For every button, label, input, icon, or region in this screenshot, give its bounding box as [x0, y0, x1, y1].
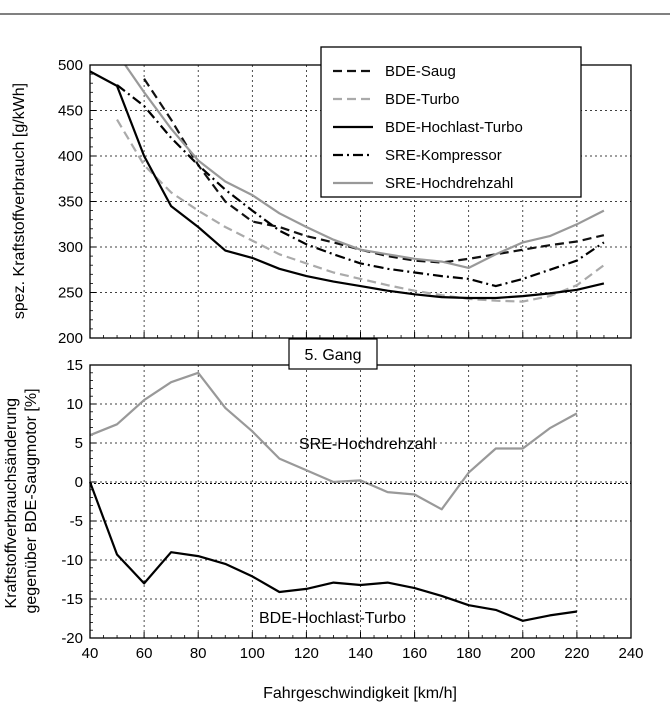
x-tick-label: 200	[510, 645, 535, 662]
bottom-grid	[90, 365, 631, 638]
x-tick-label: 220	[564, 645, 589, 662]
legend: BDE-Saug BDE-Turbo BDE-Hochlast-Turbo SRE-K…	[320, 46, 582, 198]
top-ticks: 200 250 300 350 400 450 500	[58, 57, 632, 347]
top-series-bde-turbo	[116, 119, 605, 303]
x-tick-label: 60	[136, 645, 153, 662]
x-tick-label: 80	[190, 645, 207, 662]
top-series-sre-kompressor	[116, 84, 605, 288]
legend-label-sre-hochdrehzahl: SRE-Hochdrehzahl	[385, 175, 513, 192]
top-y-tick-label: 500	[58, 57, 83, 74]
x-tick-label: 100	[240, 645, 265, 662]
bottom-y-tick-label: 15	[66, 357, 83, 374]
x-tick-label: 40	[82, 645, 99, 662]
top-series-sre-hochdrehzahl	[124, 64, 605, 269]
legend-label-bde-turbo: BDE-Turbo	[385, 91, 459, 108]
x-tick-label: 160	[402, 645, 427, 662]
top-y-tick-label: 300	[58, 239, 83, 256]
annotation-sre-hochdrehzahl: SRE-Hochdrehzahl	[299, 436, 436, 453]
bottom-y-tick-label: -15	[61, 591, 83, 608]
top-series	[89, 64, 605, 303]
bottom-series-sre-hochdrehzahl	[89, 371, 578, 511]
top-series-bde-hochlast-turbo	[89, 70, 605, 300]
bottom-y-tick-label: 10	[66, 396, 83, 413]
gear-box	[288, 338, 378, 370]
legend-label-bde-saug: BDE-Saug	[385, 63, 456, 80]
bottom-y-axis-label-line2: gegenüber BDE-Saugmotor [%]	[23, 388, 40, 613]
top-y-tick-label: 200	[58, 330, 83, 347]
x-axis-label: Fahrgeschwindigkeit [km/h]	[263, 685, 457, 702]
bottom-y-tick-label: 0	[75, 474, 83, 491]
gear-label-box: 5. Gang	[288, 338, 378, 370]
bottom-series	[88, 371, 578, 622]
top-y-tick-label: 250	[58, 285, 83, 302]
bottom-y-axis-label: Kraftstoffverbrauchsänderung gegenüber B…	[3, 388, 40, 613]
bottom-y-tick-label: -20	[61, 630, 83, 647]
top-y-tick-label: 400	[58, 148, 83, 165]
bottom-y-axis-label-line1: Kraftstoffverbrauchsänderung	[3, 398, 20, 609]
gear-label: 5. Gang	[305, 347, 362, 364]
x-tick-label: 120	[294, 645, 319, 662]
x-tick-label: 240	[618, 645, 643, 662]
x-tick-label: 180	[456, 645, 481, 662]
top-y-tick-label: 450	[58, 103, 83, 120]
legend-label-bde-hochlast-turbo: BDE-Hochlast-Turbo	[385, 119, 523, 136]
top-y-tick-label: 350	[58, 194, 83, 211]
bottom-panel: -20 -15 -10 -5 0 5 10 15 40 60 80 100 120 140 160 180 20…	[3, 338, 644, 702]
legend-label-sre-kompressor: SRE-Kompressor	[385, 147, 502, 164]
bottom-series-bde-hochlast-turbo	[88, 481, 578, 622]
bottom-y-tick-label: -10	[61, 552, 83, 569]
bottom-y-tick-label: -5	[70, 513, 83, 530]
x-tick-label: 140	[348, 645, 373, 662]
annotation-bde-hochlast-turbo: BDE-Hochlast-Turbo	[259, 610, 406, 627]
top-y-axis-label: spez. Kraftstoffverbrauch [g/kWh]	[11, 83, 28, 319]
bottom-y-tick-label: 5	[75, 435, 83, 452]
